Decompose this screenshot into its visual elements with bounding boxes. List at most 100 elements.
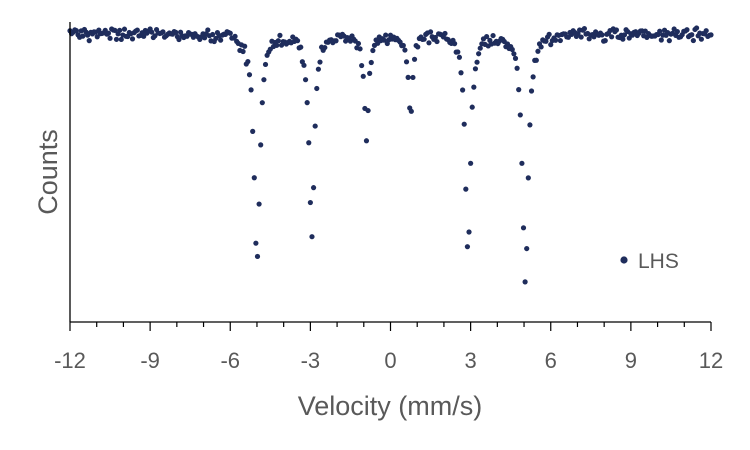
data-point (484, 33, 490, 40)
data-point (463, 186, 469, 192)
x-tick-label: -6 (220, 348, 240, 373)
data-point (613, 27, 620, 33)
data-point (512, 55, 519, 61)
data-point (259, 100, 265, 106)
data-point (434, 38, 440, 45)
data-point (149, 29, 155, 35)
data-point (517, 112, 523, 118)
data-point (469, 104, 475, 110)
data-point (357, 46, 363, 52)
data-point (693, 25, 700, 31)
data-point (516, 87, 522, 93)
data-point (317, 59, 323, 65)
data-point (86, 38, 92, 44)
data-point (464, 244, 471, 250)
data-point (527, 122, 533, 128)
data-point (307, 199, 313, 206)
data-point (408, 108, 414, 114)
x-tick-label: -9 (140, 348, 160, 373)
data-point (411, 56, 418, 62)
data-point (315, 66, 321, 72)
data-point (466, 229, 472, 235)
data-point (359, 62, 365, 69)
data-point (476, 51, 482, 57)
data-point (525, 175, 531, 181)
data-point (456, 54, 463, 60)
data-point (80, 33, 86, 39)
data-point (533, 57, 539, 63)
data-point (176, 36, 182, 43)
data-point (205, 27, 211, 33)
data-point (599, 32, 605, 38)
x-tick-label: 6 (545, 348, 557, 373)
data-point (528, 88, 535, 94)
data-point (578, 34, 584, 40)
data-point (302, 77, 309, 83)
data-point (548, 42, 554, 48)
data-point (535, 48, 541, 54)
data-point (460, 87, 466, 93)
data-point (246, 72, 253, 78)
data-point (522, 279, 528, 285)
data-point (471, 84, 477, 90)
x-tick-label: -3 (301, 348, 321, 373)
data-point (538, 44, 544, 50)
legend-marker-lhs (620, 256, 628, 264)
data-point (509, 46, 515, 53)
data-point (173, 29, 179, 35)
data-point (322, 44, 328, 51)
data-point (277, 32, 283, 38)
data-point (690, 37, 696, 44)
data-point (258, 142, 264, 148)
data-point (94, 34, 100, 40)
data-point (202, 35, 208, 41)
data-point (112, 27, 118, 33)
data-point (363, 138, 370, 144)
data-point (73, 28, 80, 34)
data-point (134, 27, 140, 33)
x-tick-label: 0 (384, 348, 396, 373)
data-point (275, 38, 281, 44)
data-point (160, 29, 166, 35)
data-point (251, 175, 257, 181)
data-point (248, 87, 254, 93)
data-point (256, 201, 262, 207)
data-point (294, 38, 301, 44)
data-point (490, 32, 496, 39)
legend-label-lhs: LHS (638, 250, 679, 273)
data-point (129, 36, 136, 42)
x-tick-label: -12 (54, 348, 86, 373)
x-axis-title: Velocity (mm/s) (298, 391, 483, 421)
x-tick-label: 9 (625, 348, 637, 373)
data-point (113, 36, 120, 42)
data-point (355, 40, 362, 47)
data-point (306, 140, 312, 146)
data-point (107, 35, 113, 41)
data-point (141, 33, 147, 39)
data-point (381, 37, 387, 43)
y-axis-title: Counts (33, 129, 63, 215)
data-point (609, 34, 615, 40)
data-point (543, 38, 549, 44)
data-point (274, 42, 280, 48)
data-point (121, 26, 128, 32)
data-point (250, 128, 256, 134)
data-point (452, 41, 458, 47)
data-point (254, 253, 261, 260)
data-point (620, 36, 626, 42)
data-point (262, 61, 269, 68)
data-point (218, 37, 224, 43)
x-tick-label: 12 (699, 348, 723, 373)
data-point (552, 37, 559, 43)
data-point (546, 31, 552, 37)
data-point (698, 36, 704, 42)
data-point (421, 36, 427, 42)
data-points-layer (67, 25, 714, 285)
data-point (530, 74, 536, 80)
data-point (415, 44, 421, 50)
data-point (367, 70, 373, 76)
data-point (309, 234, 315, 240)
data-point (405, 74, 411, 80)
data-point (400, 42, 406, 49)
